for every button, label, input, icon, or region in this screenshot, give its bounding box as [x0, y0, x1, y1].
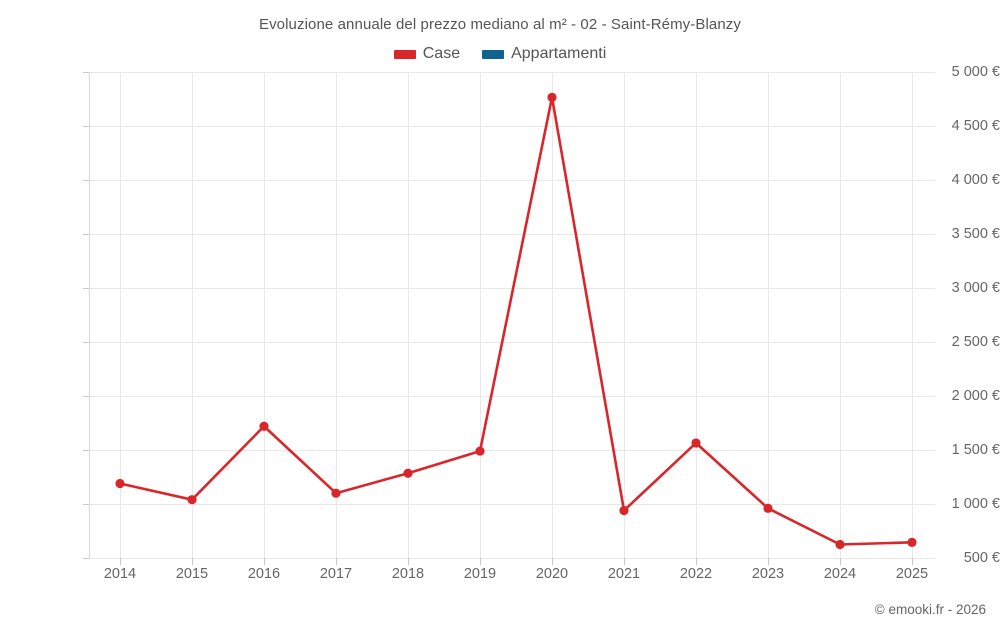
data-point[interactable] — [907, 537, 917, 547]
y-axis-tick-label: 5 000 € — [951, 64, 1000, 80]
y-axis-tick-mark — [83, 342, 89, 343]
x-axis-tick-mark — [192, 558, 193, 565]
x-axis-tick-label: 2021 — [607, 566, 641, 582]
y-axis-tick-label: 4 500 € — [951, 118, 1000, 134]
x-axis-tick-mark — [768, 558, 769, 565]
x-axis-tick-mark — [336, 558, 337, 565]
legend-item-appartamenti[interactable]: Appartamenti — [482, 45, 606, 63]
gridline-vertical — [480, 72, 481, 558]
x-axis-tick-label: 2022 — [679, 566, 713, 582]
x-axis-tick-label: 2024 — [823, 566, 857, 582]
data-point[interactable] — [331, 488, 341, 498]
x-axis-tick-label: 2019 — [463, 566, 497, 582]
x-axis-tick-mark — [120, 558, 121, 565]
y-axis-tick-mark — [83, 180, 89, 181]
legend-item-case[interactable]: Case — [393, 45, 461, 63]
chart-legend: Case Appartamenti — [0, 45, 1000, 63]
legend-label-case: Case — [422, 45, 461, 62]
y-axis-tick-mark — [83, 72, 89, 73]
x-axis-tick-mark — [840, 558, 841, 565]
x-axis-tick-label: 2020 — [535, 566, 569, 582]
data-point[interactable] — [835, 539, 845, 550]
gridline-vertical — [552, 72, 553, 558]
x-axis-tick-label: 2018 — [391, 566, 425, 582]
gridline-vertical — [624, 72, 625, 558]
gridline-vertical — [264, 72, 265, 558]
gridline-vertical — [408, 72, 409, 558]
x-axis-tick-label: 2025 — [895, 566, 929, 582]
data-point[interactable] — [763, 503, 773, 513]
data-point[interactable] — [259, 421, 269, 431]
data-point[interactable] — [187, 495, 197, 505]
y-axis-tick-label: 1 500 € — [951, 442, 1000, 458]
y-axis-tick-label: 3 000 € — [951, 280, 1000, 296]
x-axis-tick-label: 2015 — [175, 566, 209, 582]
y-axis-line — [89, 72, 90, 559]
y-axis-tick-label: 500 € — [963, 550, 1000, 566]
series-line-case — [118, 96, 914, 546]
y-axis-tick-mark — [83, 558, 89, 559]
x-axis-tick-mark — [264, 558, 265, 565]
gridline-vertical — [768, 72, 769, 558]
gridline-horizontal — [90, 126, 935, 127]
x-axis-tick-mark — [480, 558, 481, 565]
gridline-vertical — [192, 72, 193, 558]
y-axis-tick-mark — [83, 126, 89, 127]
y-axis-tick-mark — [83, 234, 89, 235]
x-axis-tick-label: 2014 — [103, 566, 137, 582]
y-axis-tick-label: 4 000 € — [951, 172, 1000, 188]
data-point[interactable] — [115, 478, 125, 489]
x-axis-tick-mark — [912, 558, 913, 565]
data-point[interactable] — [619, 505, 629, 516]
data-point[interactable] — [547, 92, 557, 102]
gridline-horizontal — [90, 558, 935, 559]
y-axis-tick-label: 3 500 € — [951, 226, 1000, 242]
legend-swatch-appartamenti — [482, 49, 505, 59]
y-axis-tick-mark — [83, 504, 89, 505]
footer-credit: © emooki.fr - 2026 — [874, 602, 986, 617]
x-axis-tick-mark — [552, 558, 553, 565]
gridline-horizontal — [90, 180, 935, 181]
gridline-vertical — [912, 72, 913, 558]
data-point[interactable] — [691, 438, 701, 448]
gridline-horizontal — [90, 72, 935, 73]
legend-label-appartamenti: Appartamenti — [511, 45, 607, 62]
x-axis-tick-mark — [696, 558, 697, 565]
data-point[interactable] — [475, 446, 485, 456]
y-axis-tick-label: 1 000 € — [951, 496, 1000, 512]
y-axis-tick-mark — [83, 450, 89, 451]
y-axis-tick-label: 2 000 € — [951, 388, 1000, 404]
chart-title: Evoluzione annuale del prezzo mediano al… — [258, 16, 742, 33]
x-axis-tick-label: 2016 — [247, 566, 281, 582]
plot-area — [90, 72, 935, 559]
gridline-vertical — [696, 72, 697, 558]
x-axis-tick-mark — [408, 558, 409, 565]
gridline-horizontal — [90, 396, 935, 397]
gridline-horizontal — [90, 342, 935, 343]
gridline-vertical — [336, 72, 337, 558]
data-point[interactable] — [403, 468, 413, 478]
gridline-horizontal — [90, 450, 935, 451]
x-axis-tick-mark — [624, 558, 625, 565]
y-axis-tick-mark — [83, 396, 89, 397]
gridline-vertical — [120, 72, 121, 558]
legend-swatch-case — [393, 49, 416, 59]
gridline-horizontal — [90, 504, 935, 505]
gridline-vertical — [840, 72, 841, 558]
gridline-horizontal — [90, 234, 935, 235]
y-axis-tick-mark — [83, 288, 89, 289]
x-axis-tick-label: 2023 — [751, 566, 785, 582]
y-axis-tick-label: 2 500 € — [951, 334, 1000, 350]
x-axis-tick-label: 2017 — [319, 566, 353, 582]
